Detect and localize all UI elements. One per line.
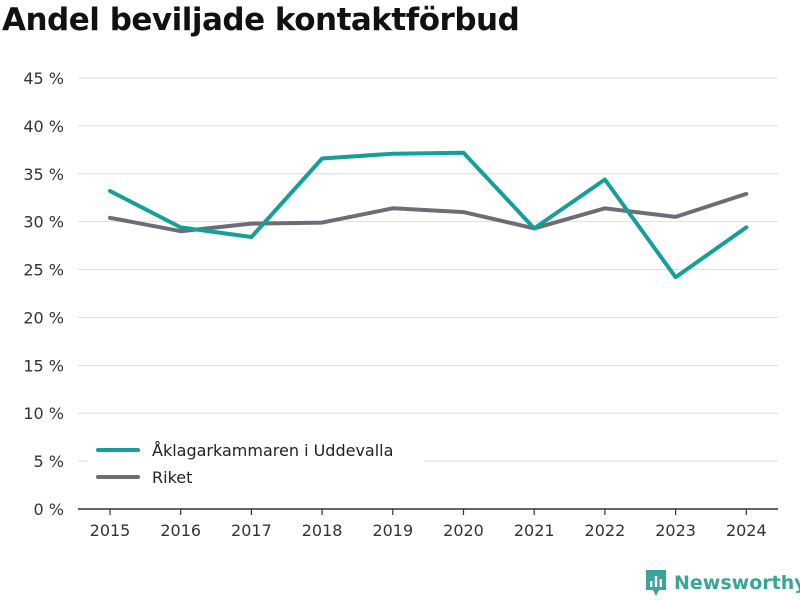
series-line-riket [108, 191, 749, 234]
y-tick-label: 30 % [23, 213, 64, 232]
x-tick-label: 2022 [585, 521, 626, 540]
legend: Åklagarkammaren i Uddevalla Riket [88, 436, 424, 492]
y-tick-label: 10 % [23, 404, 64, 423]
x-tick-label: 2024 [726, 521, 767, 540]
y-axis-tick-labels: 0 % 5 % 10 % 15 % 20 % 25 % 30 % 35 % 40 % 45 % [23, 69, 64, 519]
legend-background [88, 436, 424, 492]
y-tick-label: 40 % [23, 117, 64, 136]
y-tick-label: 15 % [23, 356, 64, 375]
newsworthy-logo-icon [646, 570, 666, 596]
legend-label: Åklagarkammaren i Uddevalla [152, 441, 393, 460]
brand-logo: Newsworthy [644, 568, 800, 598]
x-tick-label: 2019 [372, 521, 413, 540]
y-tick-label: 25 % [23, 261, 64, 280]
series-line-aklagarkammaren [108, 150, 749, 280]
x-tick-label: 2017 [231, 521, 272, 540]
x-tick-label: 2018 [302, 521, 343, 540]
x-tick-label: 2021 [514, 521, 555, 540]
y-tick-label: 45 % [23, 69, 64, 88]
chart-title: Andel beviljade kontaktförbud [2, 2, 520, 38]
series-lines [108, 150, 749, 280]
y-tick-label: 0 % [34, 500, 64, 519]
gridlines [78, 77, 778, 462]
x-tick-label: 2020 [443, 521, 484, 540]
y-tick-label: 20 % [23, 308, 64, 327]
x-tick-label: 2015 [90, 521, 131, 540]
x-tick-label: 2016 [160, 521, 201, 540]
brand-name: Newsworthy [674, 572, 800, 594]
y-tick-label: 5 % [34, 452, 64, 471]
x-axis: 2015 2016 2017 2018 2019 2020 2021 2022 2023 2024 [78, 508, 778, 540]
x-tick-label: 2023 [655, 521, 696, 540]
legend-label: Riket [152, 468, 192, 487]
y-tick-label: 35 % [23, 165, 64, 184]
